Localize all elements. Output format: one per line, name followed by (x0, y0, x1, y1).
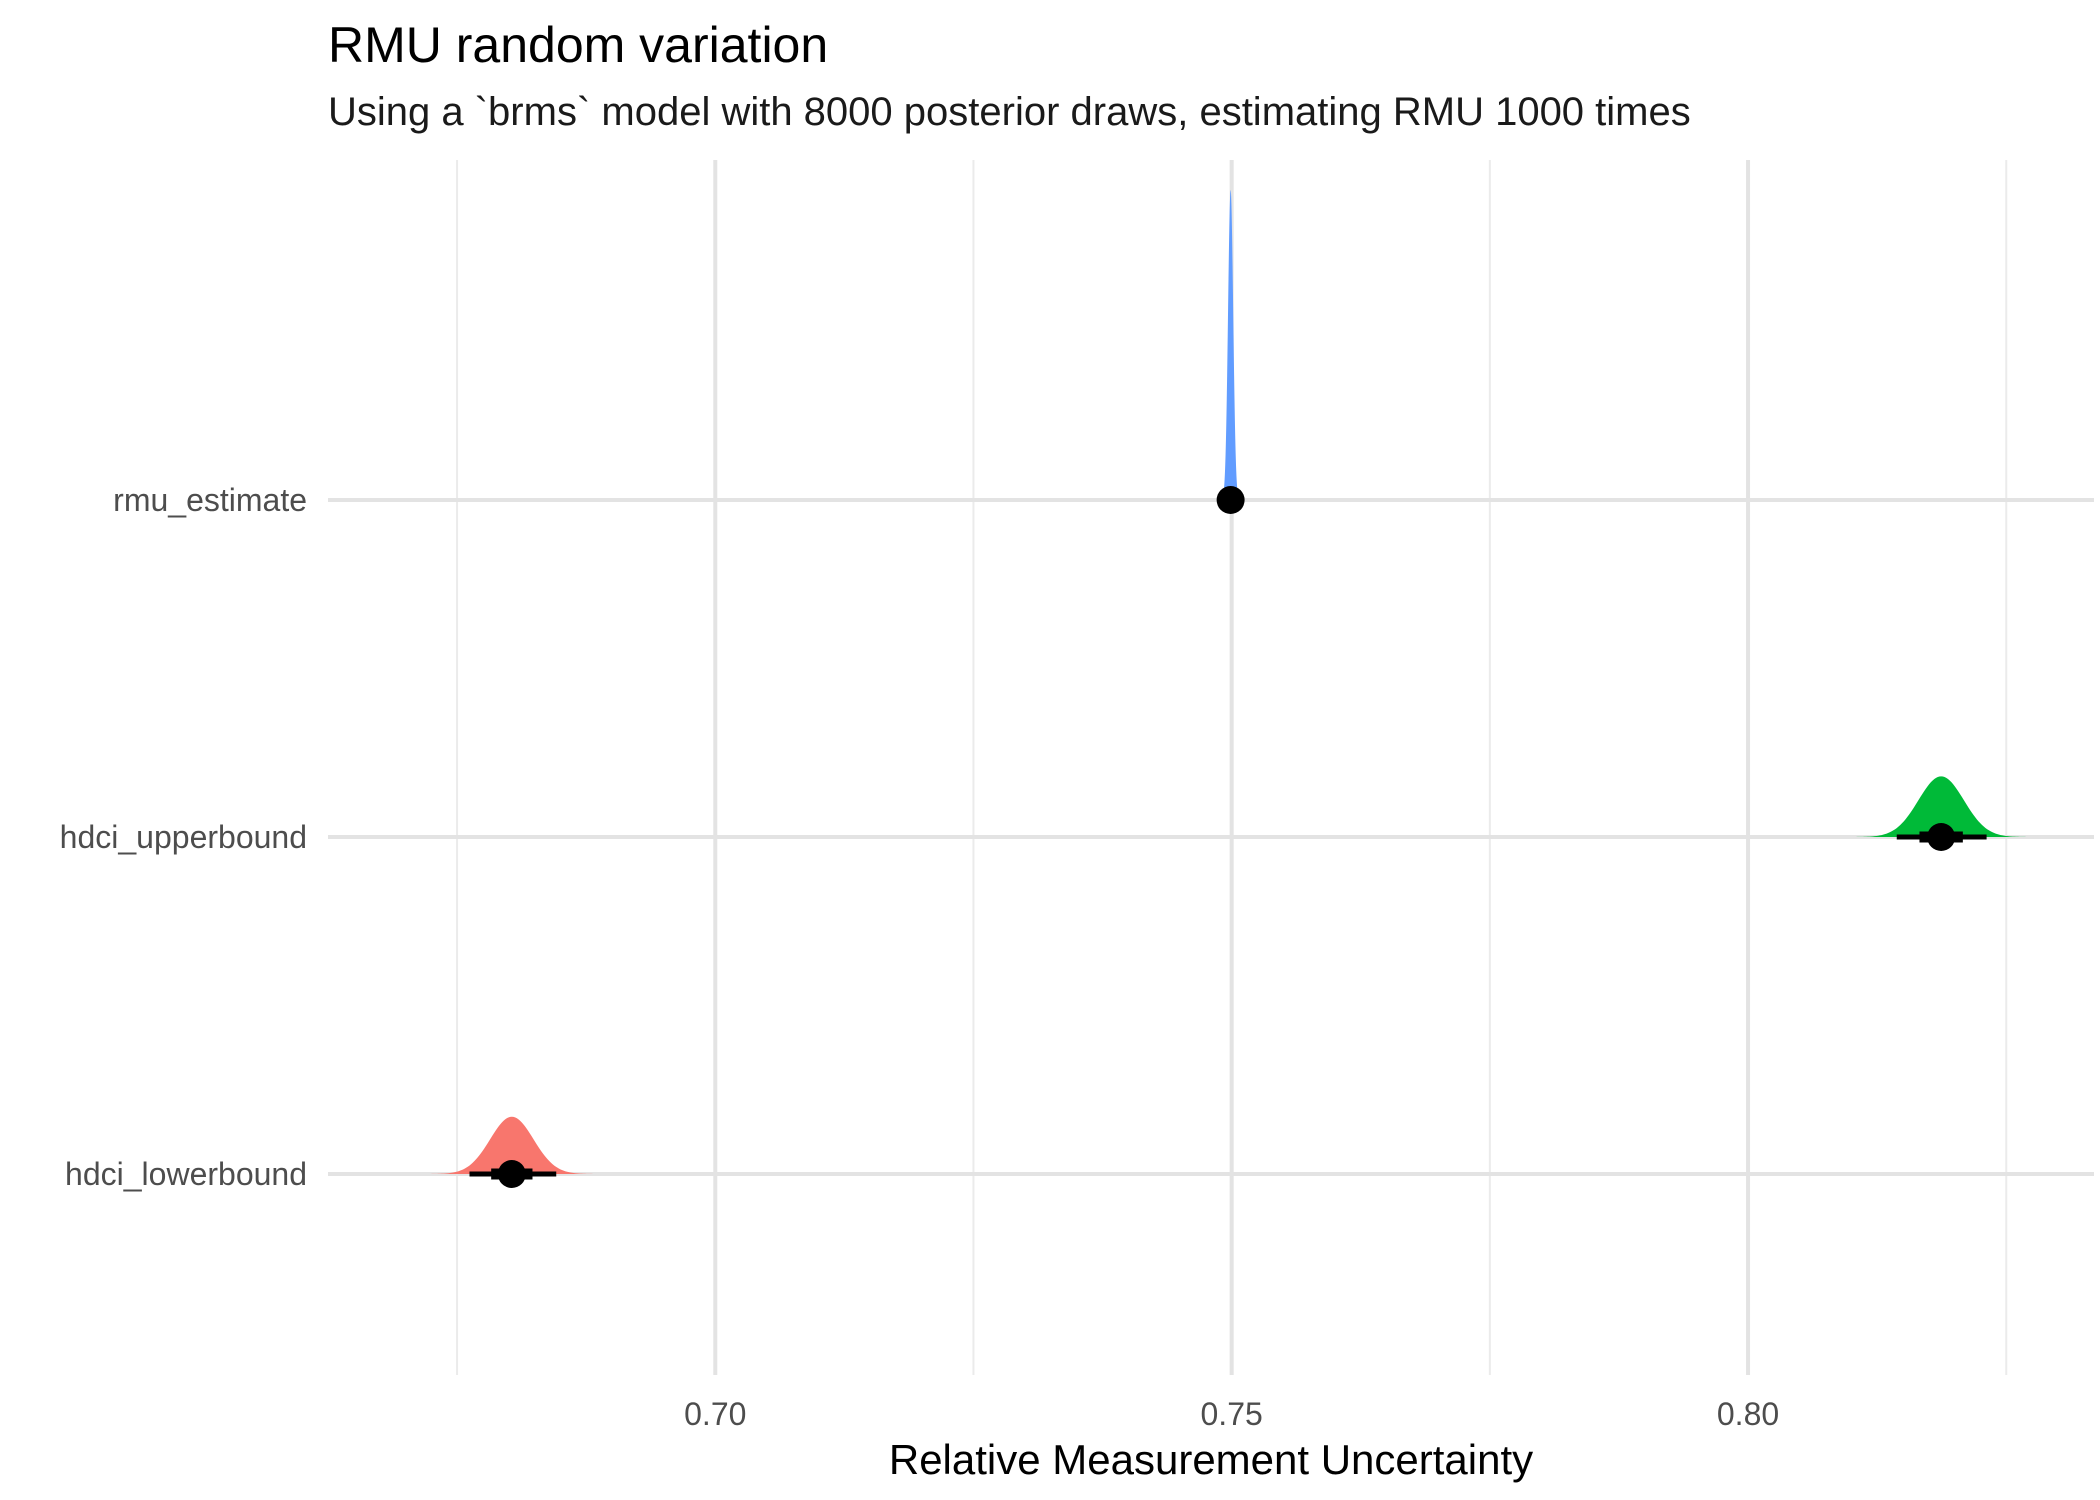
y-tick-label: rmu_estimate (113, 482, 307, 518)
point-hdci_upperbound (1927, 823, 1956, 851)
chart-title: RMU random variation (328, 17, 829, 73)
density-group (414, 189, 2044, 1174)
y-tick-label: hdci_upperbound (60, 819, 307, 855)
x-tick-label: 0.80 (1717, 1396, 1779, 1432)
x-tick-label: 0.70 (684, 1396, 746, 1432)
chart-subtitle: Using a `brms` model with 8000 posterior… (328, 90, 1691, 134)
density-rmu_estimate (1219, 189, 1243, 500)
y-tick-labels: rmu_estimate hdci_upperbound hdci_lowerbou… (60, 482, 307, 1192)
x-axis-title: Relative Measurement Uncertainty (889, 1436, 1533, 1483)
interval-group (469, 486, 1987, 1188)
y-tick-label: hdci_lowerbound (65, 1156, 307, 1192)
grid-lines (328, 160, 2094, 1375)
density-hdci_upperbound (1838, 776, 2044, 837)
point-hdci_lowerbound (497, 1160, 526, 1188)
x-tick-labels: 0.70 0.75 0.80 (684, 1396, 1779, 1432)
density-hdci_lowerbound (414, 1116, 610, 1174)
point-rmu_estimate (1216, 486, 1245, 514)
x-tick-label: 0.75 (1201, 1396, 1263, 1432)
